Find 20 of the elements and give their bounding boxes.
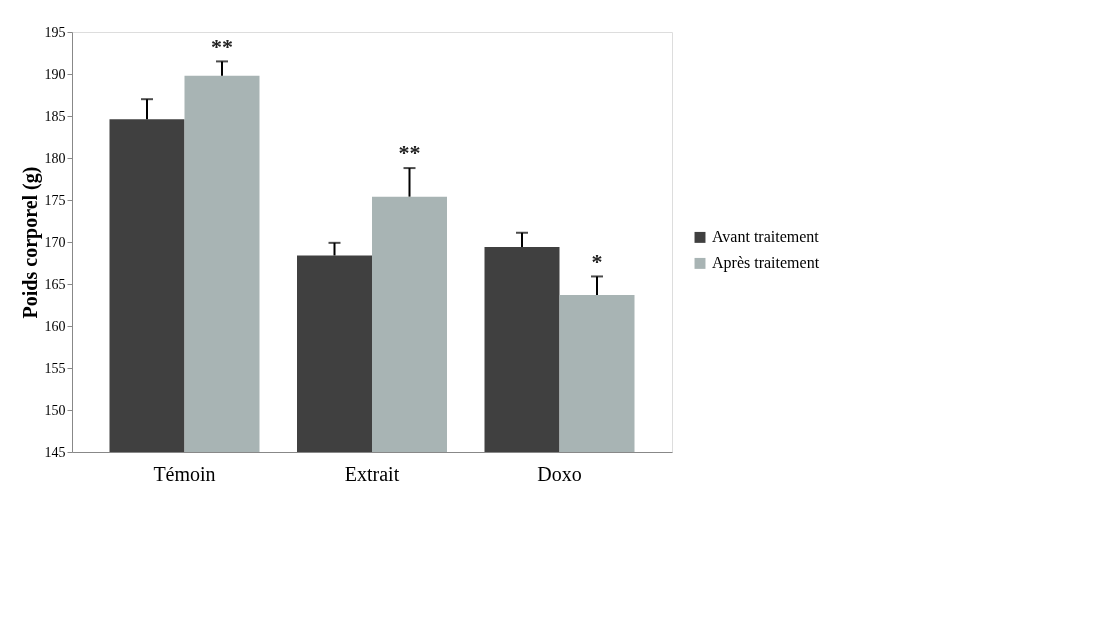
y-tick-label: 150 [44,402,66,418]
y-tick-label: 145 [44,444,66,460]
annotation: ** [398,140,421,166]
x-tick-label: Extrait [344,462,400,485]
y-tick-label: 165 [44,276,66,292]
y-tick-label: 155 [44,360,66,376]
y-axis-title: Poids corporel (g) [18,166,42,319]
y-tick-label: 180 [44,150,66,166]
legend-label: Après traitement [712,254,820,273]
y-tick-label: 190 [44,66,66,82]
x-tick-label: Témoin [153,462,216,485]
y-tick-label: 175 [44,192,66,208]
annotation: * [591,248,603,274]
y-tick-label: 195 [44,24,66,40]
legend-label: Avant traitement [712,228,820,246]
y-tick-label: 170 [44,234,66,250]
annotation: ** [211,33,233,59]
y-tick-label: 185 [44,108,66,124]
y-tick-label: 160 [44,318,66,334]
x-tick-label: Doxo [537,462,582,485]
